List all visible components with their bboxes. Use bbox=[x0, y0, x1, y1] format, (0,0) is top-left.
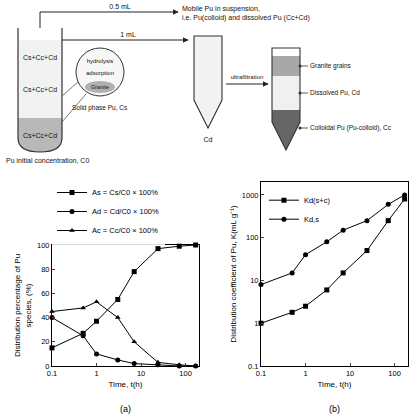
svg-text:40: 40 bbox=[41, 313, 49, 322]
svg-text:Granite grains: Granite grains bbox=[310, 62, 352, 70]
svg-text:0.1: 0.1 bbox=[47, 369, 57, 378]
svg-text:0: 0 bbox=[45, 362, 49, 371]
svg-text:Ad = Cd/C0 × 100%: Ad = Cd/C0 × 100% bbox=[92, 207, 159, 216]
svg-text:(a): (a) bbox=[120, 404, 131, 414]
svg-text:Kd(s+c): Kd(s+c) bbox=[304, 196, 331, 205]
svg-text:Mobile Pu in suspension,: Mobile Pu in suspension, bbox=[182, 5, 260, 13]
svg-text:i.e. Pu(colloid) and dissolved: i.e. Pu(colloid) and dissolved Pu (Cc+Cd… bbox=[182, 14, 310, 22]
svg-text:100: 100 bbox=[179, 369, 192, 378]
svg-text:Pu initial concentration, C0: Pu initial concentration, C0 bbox=[6, 157, 89, 164]
svg-text:60: 60 bbox=[41, 289, 49, 298]
svg-text:(b): (b) bbox=[329, 404, 340, 414]
svg-text:Granite: Granite bbox=[91, 84, 109, 90]
svg-text:100: 100 bbox=[37, 241, 50, 250]
svg-text:100: 100 bbox=[388, 369, 401, 378]
svg-text:Ac = Cc/C0 × 100%: Ac = Cc/C0 × 100% bbox=[92, 226, 158, 235]
svg-text:0.1: 0.1 bbox=[248, 362, 258, 371]
svg-text:10: 10 bbox=[137, 369, 145, 378]
svg-text:10: 10 bbox=[346, 369, 354, 378]
svg-text:ultrafiltration: ultrafiltration bbox=[231, 74, 264, 80]
svg-text:100: 100 bbox=[246, 233, 259, 242]
svg-text:20: 20 bbox=[41, 337, 49, 346]
svg-text:1: 1 bbox=[254, 319, 258, 328]
svg-text:adsorption: adsorption bbox=[86, 70, 114, 76]
svg-text:0.5 mL: 0.5 mL bbox=[109, 3, 131, 10]
svg-text:Distribution percentage of Pus: Distribution percentage of Puspecies, (%… bbox=[13, 254, 32, 357]
svg-text:Kd,s: Kd,s bbox=[304, 215, 319, 224]
svg-text:1: 1 bbox=[303, 369, 307, 378]
svg-text:80: 80 bbox=[41, 265, 49, 274]
svg-text:hydrolysis: hydrolysis bbox=[87, 58, 114, 64]
svg-text:10: 10 bbox=[250, 276, 258, 285]
svg-text:Cd: Cd bbox=[204, 136, 213, 143]
svg-text:Cs+Cc+Cd: Cs+Cc+Cd bbox=[23, 132, 57, 139]
svg-text:1 mL: 1 mL bbox=[120, 31, 136, 38]
svg-text:Time, t(h): Time, t(h) bbox=[109, 380, 143, 389]
svg-text:Time, t(h): Time, t(h) bbox=[318, 380, 352, 389]
svg-text:Distribution coefficient of Pu: Distribution coefficient of Pu, K(mL g⁻¹… bbox=[229, 205, 238, 343]
svg-text:1000: 1000 bbox=[242, 191, 259, 200]
svg-text:Dissolved Pu, Cd: Dissolved Pu, Cd bbox=[310, 89, 360, 96]
svg-text:0.1: 0.1 bbox=[256, 369, 266, 378]
svg-text:Cs+Cc+Cd: Cs+Cc+Cd bbox=[23, 54, 57, 61]
svg-text:1: 1 bbox=[94, 369, 98, 378]
svg-text:Cs+Cc+Cd: Cs+Cc+Cd bbox=[23, 86, 57, 93]
svg-text:As = Cs/C0 × 100%: As = Cs/C0 × 100% bbox=[92, 188, 158, 197]
svg-text:Colloidal Pu (Pu-colloid), Cc: Colloidal Pu (Pu-colloid), Cc bbox=[310, 124, 392, 132]
svg-text:Solid phase Pu, Cs: Solid phase Pu, Cs bbox=[72, 104, 128, 112]
